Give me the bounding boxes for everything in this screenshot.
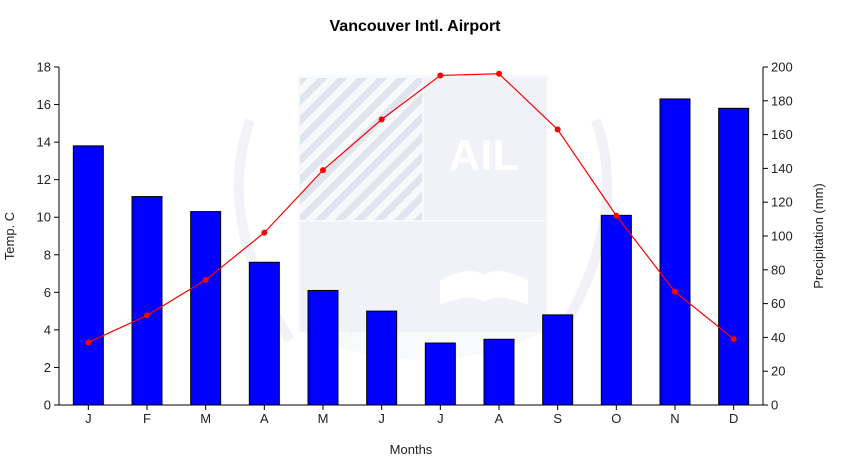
line-point: [202, 276, 209, 283]
bar: [600, 214, 632, 406]
line-point: [554, 126, 561, 133]
right-tick-label: 200: [771, 60, 793, 75]
bar: [248, 261, 280, 406]
x-tick-label: N: [670, 411, 679, 426]
line-point: [378, 116, 385, 123]
left-axis-label: Temp. C: [2, 212, 17, 260]
chart-title: Vancouver Intl. Airport: [330, 18, 502, 35]
line-point: [85, 339, 92, 346]
x-tick-label: A: [260, 411, 269, 426]
right-tick-label: 140: [771, 161, 793, 176]
bar: [366, 310, 398, 406]
x-tick-label: F: [143, 411, 151, 426]
left-tick-label: 4: [44, 322, 51, 337]
line-point: [496, 70, 502, 77]
right-tick-label: 120: [771, 195, 793, 210]
x-tick-label: D: [729, 411, 738, 426]
line-point: [320, 167, 326, 174]
right-tick-label: 100: [771, 229, 793, 244]
right-tick-label: 0: [771, 398, 778, 413]
bar: [718, 107, 750, 406]
bar: [659, 98, 691, 406]
left-tick-label: 12: [37, 172, 51, 187]
x-axis-label: Months: [390, 442, 433, 457]
right-tick-label: 180: [771, 93, 793, 108]
x-tick-label: J: [437, 411, 444, 426]
bar: [307, 289, 339, 406]
left-tick-label: 0: [44, 398, 51, 413]
line-point: [261, 229, 268, 236]
right-tick-label: 20: [771, 364, 785, 379]
line-point: [613, 212, 620, 219]
x-tick-label: J: [378, 411, 385, 426]
bar-series: [72, 98, 750, 406]
left-tick-label: 18: [37, 60, 51, 75]
bar: [131, 196, 163, 406]
line-point: [672, 288, 678, 295]
precipitation-line: [88, 73, 735, 344]
left-tick-label: 2: [44, 360, 51, 375]
right-tick-label: 160: [771, 127, 793, 142]
line-point: [437, 72, 444, 79]
left-tick-label: 6: [44, 285, 51, 300]
right-axis-label: Precipitation (mm): [811, 183, 826, 288]
line-point: [730, 336, 737, 343]
bar: [190, 211, 222, 406]
line-series: [85, 70, 737, 346]
line-point: [144, 312, 150, 319]
right-tick-label: 60: [771, 296, 785, 311]
x-tick-label: S: [553, 411, 562, 426]
watermark-text: AIL: [449, 131, 520, 180]
x-tick-label: M: [318, 411, 329, 426]
x-tick-label: J: [85, 411, 92, 426]
left-tick-label: 10: [37, 210, 51, 225]
left-axis-ticks: 0 2 4 6 8 10 12 14 16 18: [37, 60, 59, 413]
right-tick-label: 40: [771, 330, 785, 345]
bar: [424, 342, 456, 406]
bar: [542, 314, 574, 406]
right-tick-label: 80: [771, 262, 785, 277]
left-tick-label: 16: [37, 97, 51, 112]
bar: [483, 338, 515, 406]
left-tick-label: 14: [37, 135, 51, 150]
right-axis-ticks: 0 20 40 60 80 100 120 140 160 180 200: [763, 60, 793, 413]
x-tick-label: M: [200, 411, 211, 426]
x-tick-label: O: [611, 411, 621, 426]
bar: [72, 145, 104, 406]
x-tick-label: A: [495, 411, 504, 426]
left-tick-label: 8: [44, 247, 51, 262]
watermark-emblem: AIL: [233, 75, 613, 360]
